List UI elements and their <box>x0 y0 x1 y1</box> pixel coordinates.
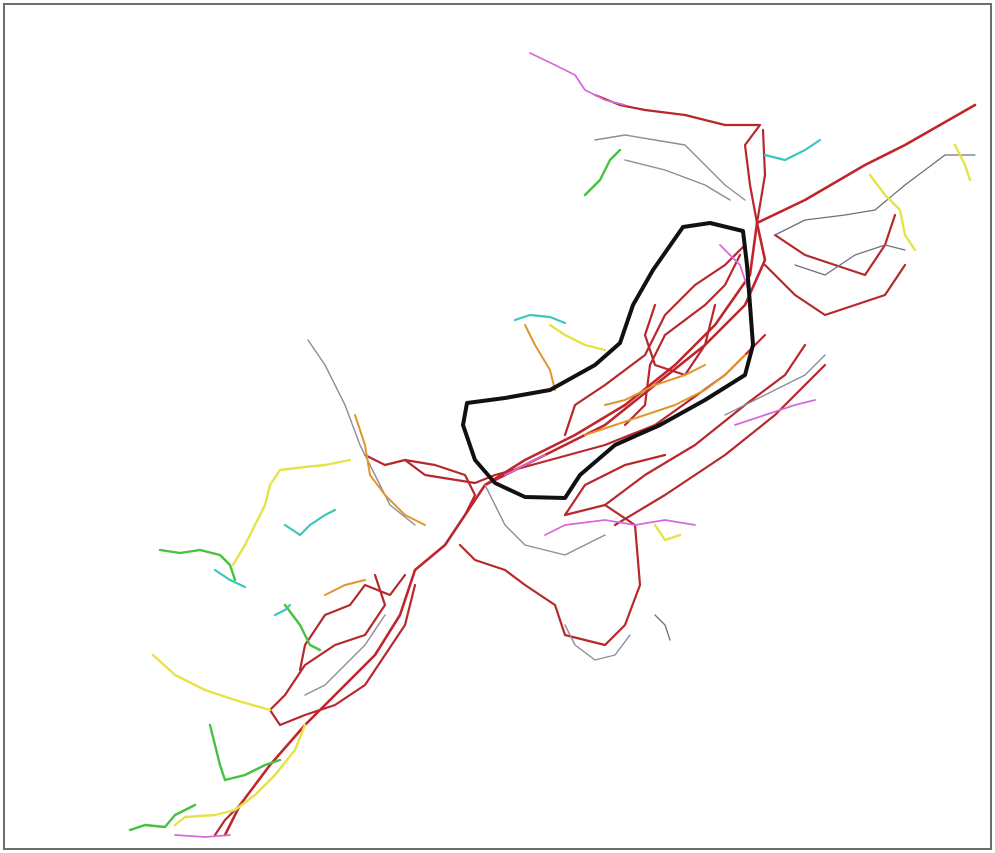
yellow-branch-east <box>868 173 917 252</box>
southwest-loop-2 <box>298 573 407 672</box>
network-map <box>128 52 977 838</box>
main-line-2 <box>483 221 767 487</box>
pink-branch-central <box>504 454 546 476</box>
pink-branch-south <box>544 519 696 536</box>
cyan-branch-west-2 <box>213 568 247 589</box>
main-line-5 <box>603 343 807 507</box>
yellow-branch-south-2 <box>653 523 682 542</box>
pink-branch-southwest <box>174 834 231 838</box>
yellow-branch-northeast <box>953 143 972 182</box>
highlight-outline <box>461 221 755 500</box>
orange-branch-southwest <box>324 579 366 596</box>
green-branch-far-southwest <box>128 803 197 832</box>
map-frame <box>3 3 992 850</box>
south-connector <box>563 453 667 517</box>
gray-line-central <box>484 484 606 556</box>
north-branch-2 <box>755 128 767 225</box>
inner-loop-a <box>563 243 747 437</box>
pink-branch-east <box>734 399 816 426</box>
cyan-branch-west <box>283 508 337 537</box>
yellow-branch-south <box>173 723 307 827</box>
main-line-4 <box>458 503 642 647</box>
north-branch <box>593 93 762 225</box>
west-connector <box>403 458 477 547</box>
cyan-branch-north-central <box>513 313 567 325</box>
gray-line-east-2 <box>794 244 906 276</box>
secondary-network-lines <box>304 134 976 696</box>
gray-line-east <box>774 154 976 236</box>
green-branch-southwest <box>208 723 282 782</box>
main-trunk-line <box>223 103 977 837</box>
southwest-loop <box>268 573 417 727</box>
inner-loop-b <box>623 253 742 427</box>
cyan-branch-north <box>763 138 822 162</box>
gray-line-south <box>564 624 631 661</box>
inner-loop-c <box>643 303 717 377</box>
cyan-branch-southwest <box>273 603 292 617</box>
gray-line-southwest <box>304 614 386 696</box>
yellow-branch-southwest <box>151 653 272 712</box>
gray-line-north-2 <box>624 159 731 201</box>
yellow-branch-west <box>231 458 352 567</box>
main-line-6 <box>613 363 827 527</box>
green-branch-north <box>583 148 622 197</box>
gray-line-north <box>594 134 746 201</box>
green-branch-central <box>283 603 322 652</box>
gray-line-west <box>307 339 416 526</box>
east-branch-2 <box>763 263 907 317</box>
gray-line-southeast <box>724 354 826 416</box>
orange-branch-inner-2 <box>584 354 746 436</box>
main-line-3 <box>363 333 767 485</box>
east-branch <box>773 213 897 277</box>
main-network-lines <box>213 93 977 837</box>
orange-branch-west <box>354 414 426 526</box>
gray-line-south-2 <box>654 614 671 641</box>
orange-branch-inner <box>604 364 706 406</box>
green-branch-west <box>158 548 237 582</box>
branch-lines <box>128 52 972 838</box>
yellow-branch-north-central <box>548 323 607 352</box>
pink-branch-north <box>529 52 626 106</box>
orange-branch-north <box>524 324 556 391</box>
